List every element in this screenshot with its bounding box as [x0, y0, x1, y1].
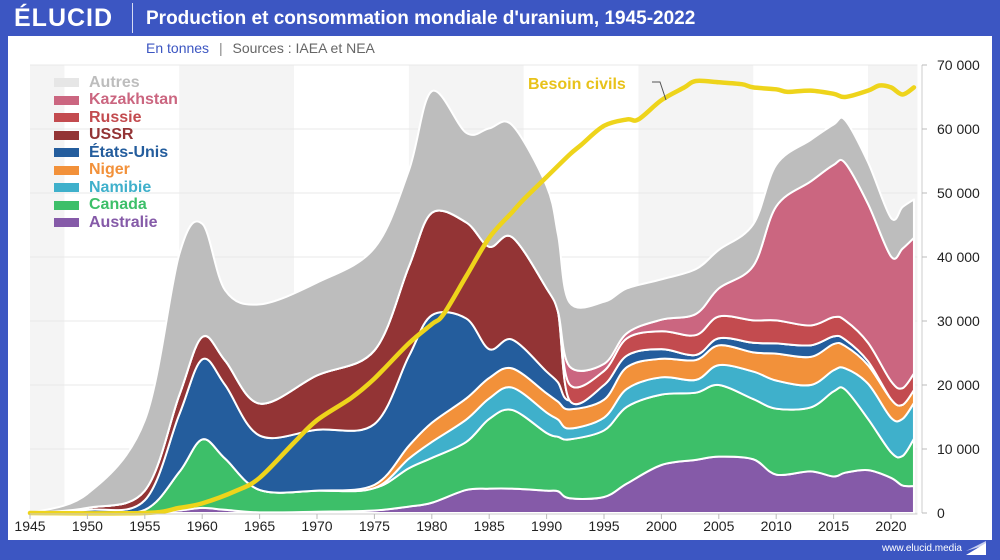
legend-swatch — [54, 183, 79, 193]
x-tick-label: 1970 — [301, 518, 332, 534]
y-tick-label: 30 000 — [937, 313, 980, 329]
legend-label: Russie — [89, 108, 142, 126]
x-tick-label: 2010 — [761, 518, 792, 534]
legend-swatch — [54, 165, 79, 175]
legend-swatch — [54, 218, 79, 228]
legend-label: Australie — [89, 213, 158, 231]
x-tick-label: 1950 — [72, 518, 103, 534]
y-tick-label: 40 000 — [937, 249, 980, 265]
y-tick-label: 70 000 — [937, 57, 980, 73]
area-autres — [29, 89, 915, 514]
x-tick-label: 1975 — [359, 518, 390, 534]
annotation-leader-line — [652, 81, 667, 101]
legend-swatch — [54, 130, 79, 140]
legend-swatch — [54, 95, 79, 105]
x-tick-label: 2005 — [703, 518, 734, 534]
legend-label: Autres — [89, 73, 140, 91]
legend-item: Australie — [54, 214, 178, 232]
legend-swatch — [54, 200, 79, 210]
chart-subtitle: En tonnes | Sources : IAEA et NEA — [146, 40, 375, 56]
x-tick-label: 1945 — [14, 518, 45, 534]
legend-item: Autres — [54, 74, 178, 92]
legend-item: Kazakhstan — [54, 91, 178, 110]
legend-swatch — [54, 78, 79, 88]
y-tick-label: 60 000 — [937, 121, 980, 137]
y-tick-label: 0 — [937, 505, 945, 521]
line-besoin-civils — [27, 78, 917, 516]
legend-swatch — [54, 113, 79, 123]
legend-label: Niger — [89, 161, 130, 179]
x-tick-label: 2020 — [875, 518, 906, 534]
legend-label: Kazakhstan — [89, 91, 178, 109]
header-bar: ÉLUCID Production et consommation mondia… — [0, 0, 1000, 36]
y-tick-label: 20 000 — [937, 377, 980, 393]
legend-item: Canada — [54, 196, 178, 215]
unit-label: En tonnes — [146, 40, 210, 56]
y-tick-label: 50 000 — [937, 185, 980, 201]
y-tick-label: 10 000 — [937, 441, 980, 457]
subtitle-separator: | — [218, 40, 223, 56]
x-tick-label: 1980 — [416, 518, 447, 534]
x-tick-label: 2015 — [818, 518, 849, 534]
legend-item: Russie — [54, 109, 178, 127]
legend-label: Canada — [89, 196, 147, 214]
header-divider — [132, 3, 133, 33]
x-tick-label: 1955 — [129, 518, 160, 534]
legend: Autres Kazakhstan Russie USSR États-Unis Nige… — [54, 74, 178, 232]
legend-item: Namibie — [54, 179, 178, 197]
legend-item: Niger — [54, 161, 178, 180]
annotation-besoin-civils: Besoin civils — [528, 76, 626, 93]
x-tick-label: 1965 — [244, 518, 275, 534]
x-tick-label: 1995 — [588, 518, 619, 534]
x-tick-label: 2000 — [646, 518, 677, 534]
sources-label: Sources : IAEA et NEA — [232, 40, 375, 56]
legend-item: USSR — [54, 126, 178, 145]
x-tick-label: 1985 — [474, 518, 505, 534]
legend-swatch — [54, 148, 79, 158]
legend-item: États-Unis — [54, 144, 178, 162]
x-tick-label: 1960 — [187, 518, 218, 534]
legend-label: USSR — [89, 126, 134, 144]
footer-url: www.elucid.media — [881, 543, 962, 554]
elucid-flag-icon — [966, 541, 986, 555]
x-tick-label: 1990 — [531, 518, 562, 534]
elucid-logo: ÉLUCID — [14, 4, 114, 32]
chart-title: Production et consommation mondiale d'ur… — [146, 8, 696, 29]
legend-label: États-Unis — [89, 143, 169, 161]
legend-label: Namibie — [89, 178, 152, 196]
